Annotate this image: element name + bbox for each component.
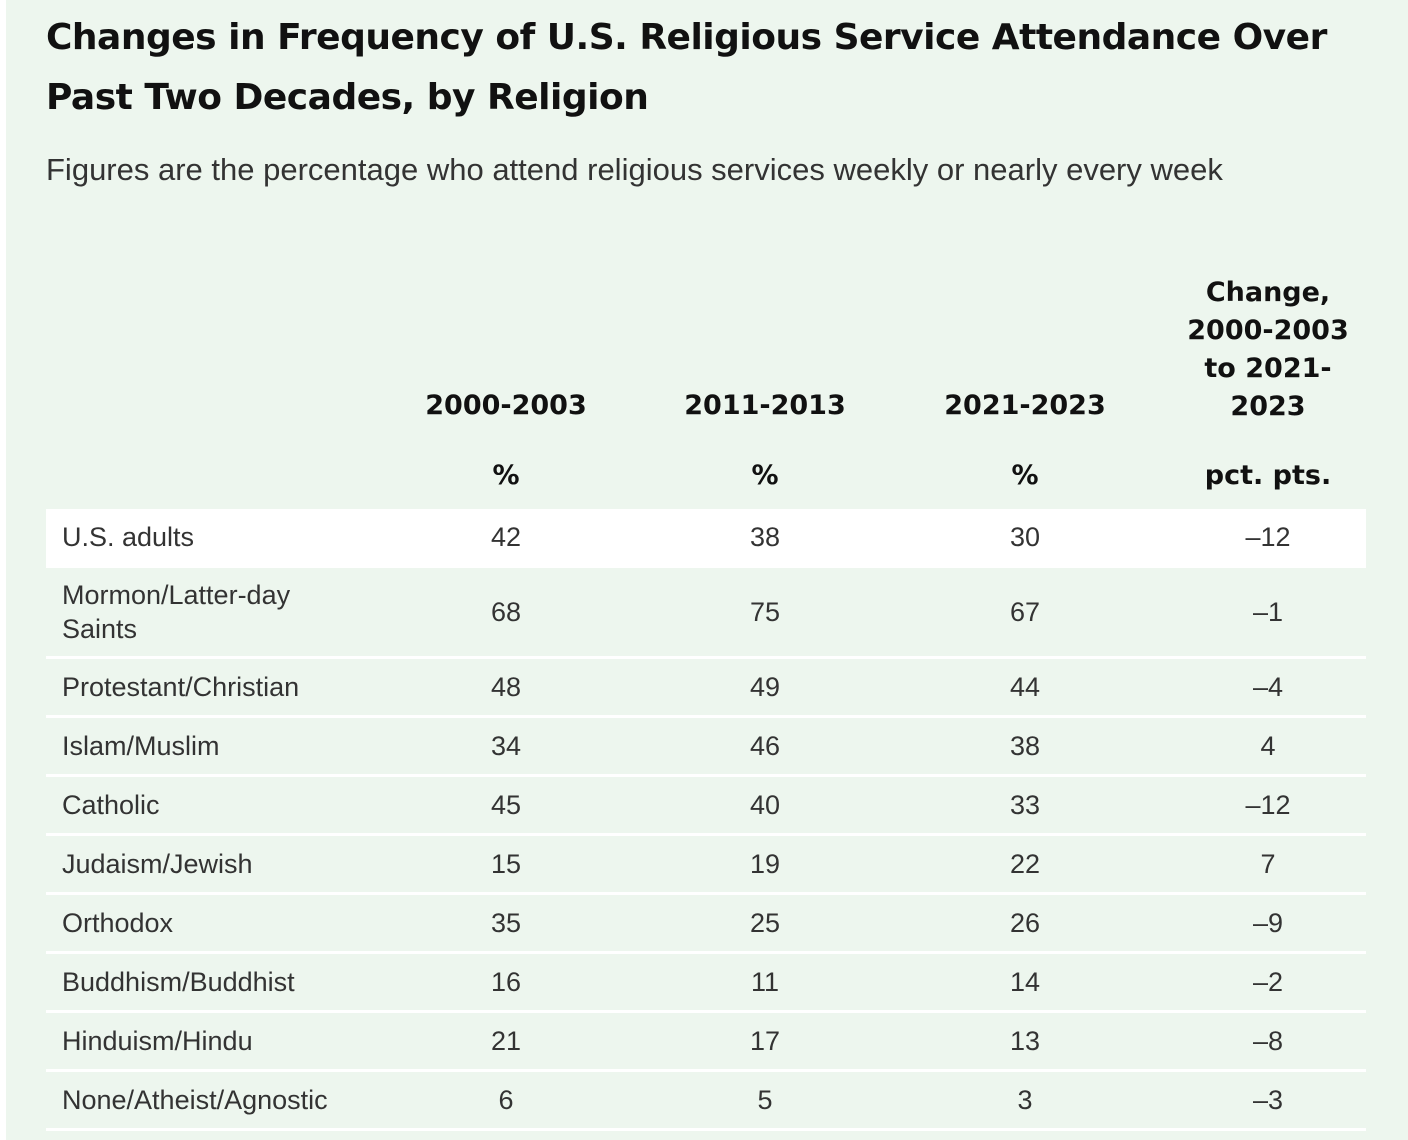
row-label: Mormon/Latter-day Saints	[62, 580, 291, 644]
percent-value: 6	[498, 1085, 514, 1115]
row-label: Buddhism/Buddhist	[62, 967, 295, 997]
percent-value: 25	[749, 908, 781, 938]
table-row: Judaism/Jewish 15 19 22 7	[46, 836, 1366, 895]
percent-value: 21	[490, 1026, 522, 1056]
percent-value: 22	[1009, 849, 1041, 879]
table-row: Islam/Muslim 34 46 38 4	[46, 718, 1366, 777]
percent-value: 3	[1017, 1085, 1033, 1115]
percent-value: 45	[490, 790, 522, 820]
table-row: U.S. adults 42 38 30 –12	[46, 509, 1366, 568]
percent-value: 26	[1009, 908, 1041, 938]
change-value: –8	[1252, 1026, 1284, 1056]
column-unit-2000-2003: %	[492, 460, 520, 491]
row-label: Islam/Muslim	[62, 731, 220, 761]
percent-value: 30	[1009, 522, 1041, 552]
column-unit-2021-2023: %	[1011, 460, 1039, 491]
percent-value: 48	[490, 672, 522, 702]
table-row: None/Atheist/Agnostic 6 5 3 –3	[46, 1072, 1366, 1131]
column-header-2011-2013: 2011-2013	[684, 390, 846, 421]
column-header-change: Change, 2000-2003 to 2021-2023	[1187, 277, 1349, 422]
chart-panel: Changes in Frequency of U.S. Religious S…	[6, 0, 1408, 1140]
change-value: 7	[1260, 849, 1276, 879]
change-value: –1	[1252, 597, 1284, 627]
table-row: Hinduism/Hindu 21 17 13 –8	[46, 1013, 1366, 1072]
column-unit-change: pct. pts.	[1204, 460, 1332, 491]
change-value: –3	[1252, 1085, 1284, 1115]
change-value: –12	[1245, 522, 1291, 552]
percent-value: 14	[1009, 967, 1041, 997]
percent-value: 42	[490, 522, 522, 552]
percent-value: 34	[490, 731, 522, 761]
change-value: –2	[1252, 967, 1284, 997]
percent-value: 35	[490, 908, 522, 938]
change-value: 4	[1260, 731, 1276, 761]
row-label: Protestant/Christian	[62, 672, 300, 702]
chart-title: Changes in Frequency of U.S. Religious S…	[46, 17, 1327, 118]
percent-value: 16	[490, 967, 522, 997]
row-label: Hinduism/Hindu	[62, 1026, 253, 1056]
percent-value: 40	[749, 790, 781, 820]
change-value: –9	[1252, 908, 1284, 938]
percent-value: 46	[749, 731, 781, 761]
table-row: Buddhism/Buddhist 16 11 14 –2	[46, 954, 1366, 1013]
row-label: Judaism/Jewish	[62, 849, 253, 879]
row-label: U.S. adults	[62, 522, 195, 552]
table-row: Protestant/Christian 48 49 44 –4	[46, 659, 1366, 718]
row-label: Catholic	[62, 790, 160, 820]
percent-value: 11	[750, 967, 780, 997]
percent-value: 13	[1009, 1026, 1041, 1056]
percent-value: 49	[749, 672, 781, 702]
percent-value: 44	[1009, 672, 1041, 702]
row-label: Orthodox	[62, 908, 174, 938]
chart-subtitle: Figures are the percentage who attend re…	[46, 152, 1223, 187]
table-body: U.S. adults 42 38 30 –12 Mormon/Latter-day Sa…	[46, 509, 1366, 1131]
column-header-2021-2023: 2021-2023	[944, 390, 1106, 421]
percent-value: 19	[749, 849, 781, 879]
table-row: Mormon/Latter-day Saints 68 75 67 –1	[46, 568, 1366, 659]
percent-value: 15	[490, 849, 522, 879]
table-row: Orthodox 35 25 26 –9	[46, 895, 1366, 954]
percent-value: 33	[1009, 790, 1041, 820]
percent-value: 67	[1009, 597, 1041, 627]
percent-value: 17	[749, 1026, 781, 1056]
percent-value: 38	[749, 522, 781, 552]
column-unit-2011-2013: %	[751, 460, 779, 491]
column-header-2000-2003: 2000-2003	[425, 390, 587, 421]
change-value: –12	[1245, 790, 1291, 820]
row-label: None/Atheist/Agnostic	[62, 1085, 328, 1115]
percent-value: 5	[757, 1085, 773, 1115]
percent-value: 38	[1009, 731, 1041, 761]
change-value: –4	[1252, 672, 1284, 702]
percent-value: 68	[490, 597, 522, 627]
table-row: Catholic 45 40 33 –12	[46, 777, 1366, 836]
percent-value: 75	[749, 597, 781, 627]
